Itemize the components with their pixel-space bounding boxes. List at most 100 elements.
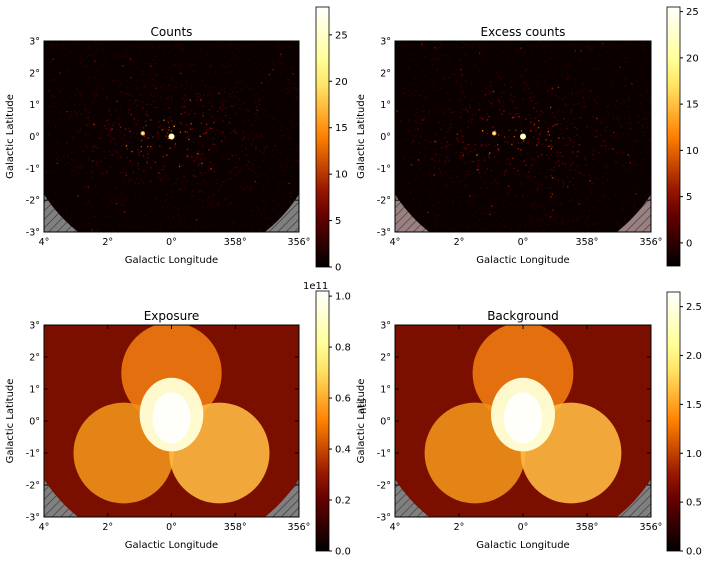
- x-tick-label: 358°: [224, 522, 247, 533]
- x-axis-label: Galactic Longitude: [125, 255, 218, 266]
- x-tick-label: 358°: [224, 237, 247, 248]
- y-tick-label: 2°: [380, 68, 391, 79]
- y-tick-label: 2°: [29, 68, 40, 79]
- y-tick-label: 1°: [29, 100, 40, 111]
- x-tick-label: 2°: [454, 237, 465, 248]
- colorbar-tick-label: 1.0: [335, 292, 351, 303]
- panel-title: Counts: [151, 25, 193, 39]
- panel-title: Background: [487, 309, 559, 323]
- panel-title: Excess counts: [481, 25, 566, 39]
- heatmap-image: [395, 41, 651, 232]
- colorbar: 0.0 0.2 0.4 0.6 0.8 1.0: [315, 290, 351, 558]
- x-tick-label: 0°: [518, 237, 529, 248]
- colorbar-tick-label: 0.0: [335, 547, 351, 558]
- x-tick-label: 356°: [288, 237, 311, 248]
- y-tick-label: -1°: [377, 164, 391, 175]
- x-tick-label: 0°: [166, 522, 177, 533]
- y-tick-label: 1°: [380, 100, 391, 111]
- noise-field: [44, 41, 299, 232]
- colorbar-tick-label: 15: [686, 100, 699, 111]
- x-tick-label: 4°: [390, 237, 401, 248]
- y-tick-label: -1°: [26, 164, 40, 175]
- colorbar-tick-label: 2.0: [686, 351, 702, 362]
- y-tick-label: -2°: [26, 196, 40, 207]
- panel-3: Background 4° 2° 0° 358° 356° 3° 2° 1° 0° -1° -2° -3…: [356, 291, 702, 558]
- y-tick-label: 2°: [380, 353, 391, 364]
- x-tick-label: 356°: [640, 522, 663, 533]
- colorbar-tick-label: 0.0: [686, 547, 702, 558]
- colorbar-tick-label: 2.5: [686, 302, 702, 313]
- colorbar-tick-label: 0.2: [335, 496, 351, 507]
- source-peak: [493, 132, 496, 135]
- colorbar-tick-label: 20: [335, 77, 348, 88]
- overlapping-colorbar-label-fragment: nts: [358, 399, 369, 414]
- y-tick-label: 2°: [29, 353, 40, 364]
- colorbar-tick-label: 15: [335, 123, 348, 134]
- colorbar-tick-label: 0: [335, 263, 341, 274]
- x-tick-label: 4°: [39, 522, 50, 533]
- x-axis-label: Galactic Longitude: [476, 255, 569, 266]
- y-tick-label: -2°: [377, 196, 391, 207]
- source-peak: [141, 132, 144, 135]
- source-peak: [170, 135, 173, 138]
- x-axis-label: Galactic Longitude: [125, 540, 218, 551]
- colorbar-tick-label: 25: [686, 7, 699, 18]
- y-tick-label: -1°: [377, 449, 391, 460]
- y-tick-label: -1°: [26, 449, 40, 460]
- colorbar-tick-label: 5: [335, 216, 341, 227]
- colorbar-tick-label: 5: [686, 192, 692, 203]
- panel-0: Counts 4° 2° 0° 358° 356° 3° 2° 1° 0° -1° -2° -3° Gal…: [5, 6, 348, 274]
- y-tick-label: -2°: [377, 481, 391, 492]
- colorbar: 0 5 10 15 20 25: [315, 6, 348, 274]
- y-tick-label: -3°: [377, 513, 391, 524]
- panel-title: Exposure: [144, 309, 200, 323]
- colorbar-tick-label: 0.6: [335, 394, 351, 405]
- panel-2: Exposure 4° 2° 0° 358° 356° 3° 2° 1° 0° -1° -2° -3° G…: [5, 290, 351, 558]
- x-tick-label: 2°: [102, 237, 113, 248]
- colorbar-tick-label: 0.4: [335, 445, 351, 456]
- y-tick-label: 0°: [380, 417, 391, 428]
- colorbar-tick-label: 0.8: [335, 343, 351, 354]
- x-tick-label: 4°: [39, 237, 50, 248]
- x-tick-label: 0°: [166, 237, 177, 248]
- colorbar-gradient: [315, 6, 330, 268]
- colorbar-tick-label: 25: [335, 30, 348, 41]
- colorbar-tick-label: 10: [686, 146, 699, 157]
- y-tick-label: 3°: [380, 37, 391, 48]
- colorbar-gradient: [315, 290, 330, 552]
- colorbar-tick-label: 0.5: [686, 498, 702, 509]
- y-axis-label: Galactic Latitude: [356, 94, 367, 179]
- colorbar-tick-label: 0: [686, 238, 692, 249]
- colorbar: 0 5 10 15 20 25: [666, 6, 699, 267]
- colorbar-tick-label: 1.0: [686, 449, 702, 460]
- x-tick-label: 0°: [518, 522, 529, 533]
- y-axis-label: Galactic Latitude: [5, 379, 16, 464]
- y-tick-label: -3°: [26, 513, 40, 524]
- y-axis-label: Galactic Latitude: [5, 94, 16, 179]
- y-tick-label: -2°: [26, 481, 40, 492]
- y-tick-label: -3°: [377, 228, 391, 239]
- x-tick-label: 358°: [576, 522, 599, 533]
- x-tick-label: 356°: [640, 237, 663, 248]
- y-tick-label: 0°: [29, 417, 40, 428]
- panel-1: Excess counts 4° 2° 0° 358° 356° 3° 2° 1° 0° -1° -2…: [356, 6, 699, 267]
- x-tick-label: 4°: [390, 522, 401, 533]
- heatmap-image: [44, 325, 299, 517]
- colorbar-tick-label: 20: [686, 53, 699, 64]
- x-tick-label: 356°: [288, 522, 311, 533]
- colorbar: 0.0 0.5 1.0 1.5 2.0 2.5: [666, 291, 702, 558]
- y-tick-label: 3°: [380, 321, 391, 332]
- colorbar-exponent-label: 1e11: [303, 281, 328, 292]
- colorbar-tick-label: 10: [335, 170, 348, 181]
- colorbar-gradient: [666, 291, 681, 552]
- overlap-peak: [152, 392, 191, 444]
- y-tick-label: -3°: [26, 228, 40, 239]
- y-tick-label: 3°: [29, 37, 40, 48]
- heatmap-image: [395, 325, 651, 517]
- colorbar-tick-label: 1.5: [686, 400, 702, 411]
- noise-field: [395, 41, 651, 232]
- y-axis-label: Galactic Latitude: [356, 379, 367, 464]
- heatmap-image: [44, 41, 299, 232]
- x-tick-label: 2°: [454, 522, 465, 533]
- y-tick-label: 3°: [29, 321, 40, 332]
